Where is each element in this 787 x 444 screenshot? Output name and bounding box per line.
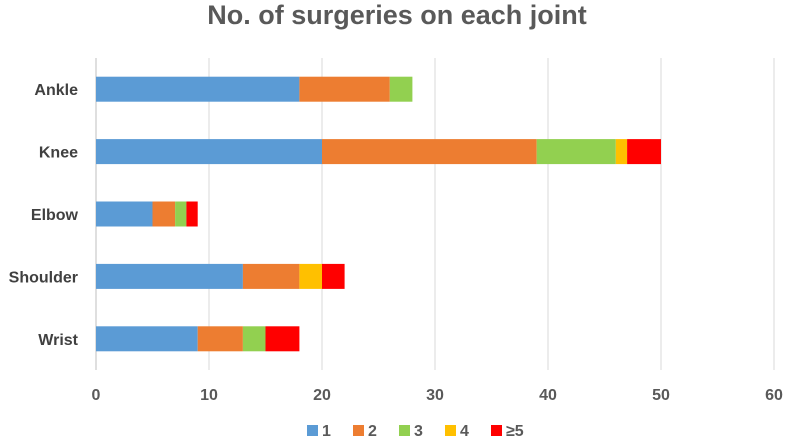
bar-shoulder-series-4 <box>299 263 322 289</box>
legend-swatch-3 <box>399 425 410 436</box>
category-label-elbow: Elbow <box>31 207 79 224</box>
x-tick-label-60: 60 <box>765 387 783 404</box>
x-tick-label-30: 30 <box>426 387 444 404</box>
bar-wrist-series-3 <box>242 326 266 352</box>
legend-swatch-5 <box>491 425 502 436</box>
bar-wrist-series-1 <box>96 326 198 352</box>
bar-knee-series-1 <box>96 139 322 165</box>
bar-elbow-series-5 <box>186 201 198 227</box>
gridlines <box>95 58 775 370</box>
x-tick-label-10: 10 <box>200 387 218 404</box>
x-tick-label-20: 20 <box>313 387 331 404</box>
legend-label-2: 2 <box>368 423 377 440</box>
bar-shoulder-series-1 <box>96 263 243 289</box>
category-label-wrist: Wrist <box>38 332 78 349</box>
category-label-ankle: Ankle <box>34 82 78 99</box>
bar-ankle-series-1 <box>96 76 300 102</box>
legend-label-5: ≥5 <box>506 423 524 440</box>
legend-label-3: 3 <box>414 423 423 440</box>
bar-elbow-series-2 <box>152 201 176 227</box>
legend-swatch-2 <box>353 425 364 436</box>
bar-knee-series-5 <box>627 139 661 165</box>
chart-title: No. of surgeries on each joint <box>207 0 587 30</box>
bar-shoulder-series-5 <box>322 263 345 289</box>
bar-knee-series-2 <box>322 139 537 165</box>
x-tick-label-50: 50 <box>652 387 670 404</box>
bar-ankle-series-2 <box>299 76 390 102</box>
bar-wrist-series-5 <box>265 326 300 352</box>
bar-knee-series-3 <box>536 139 616 165</box>
legend: 1 2 3 4 ≥5 <box>307 423 524 440</box>
bar-elbow-series-3 <box>175 201 187 227</box>
category-label-shoulder: Shoulder <box>9 269 78 286</box>
category-label-knee: Knee <box>39 145 78 162</box>
bar-knee-series-4 <box>615 139 628 165</box>
legend-label-1: 1 <box>322 423 331 440</box>
x-tick-label-40: 40 <box>539 387 557 404</box>
x-tick-labels: 0 10 20 30 40 50 60 <box>92 387 783 404</box>
legend-swatch-4 <box>445 425 456 436</box>
x-tick-label-0: 0 <box>92 387 101 404</box>
bars <box>96 76 661 352</box>
bar-ankle-series-3 <box>389 76 413 102</box>
bar-wrist-series-2 <box>197 326 243 352</box>
category-labels: Ankle Knee Elbow Shoulder Wrist <box>9 82 79 349</box>
bar-elbow-series-1 <box>96 201 153 227</box>
bar-shoulder-series-2 <box>242 263 300 289</box>
legend-swatch-1 <box>307 425 318 436</box>
legend-label-4: 4 <box>460 423 469 440</box>
